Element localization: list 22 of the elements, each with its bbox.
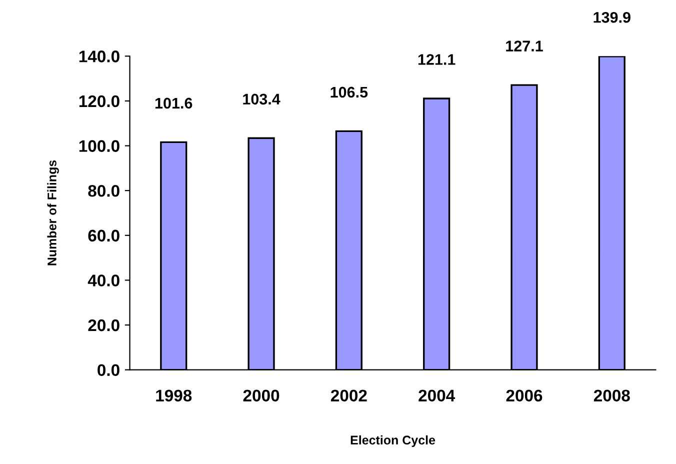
x-tick-label: 2002	[330, 390, 367, 402]
y-tick-label: 140.0	[79, 50, 120, 62]
x-tick-label: 2006	[506, 390, 542, 402]
y-tick-label: 120.0	[79, 95, 120, 108]
y-tick-label: 80.0	[88, 184, 120, 197]
x-axis-title: Election Cycle	[350, 435, 436, 447]
data-label: 106.5	[330, 86, 368, 98]
y-tick-label: 20.0	[88, 319, 120, 332]
x-tick-label: 2008	[594, 390, 630, 402]
x-tick-label: 1998	[156, 390, 192, 402]
y-tick-label: 100.0	[79, 140, 120, 152]
x-tick-label: 2000	[243, 390, 280, 402]
x-tick-label: 2004	[418, 390, 456, 402]
data-label: 101.6	[155, 98, 192, 109]
y-tick-label: 0.0	[98, 364, 120, 376]
y-tick-label: 60.0	[88, 230, 120, 242]
data-label: 103.4	[243, 94, 280, 105]
y-axis-title: Number of Filings	[47, 160, 59, 266]
y-tick-label: 40.0	[88, 274, 120, 286]
data-label: 139.9	[594, 12, 630, 23]
data-label: 127.1	[506, 40, 543, 52]
data-label: 121.1	[418, 54, 456, 65]
